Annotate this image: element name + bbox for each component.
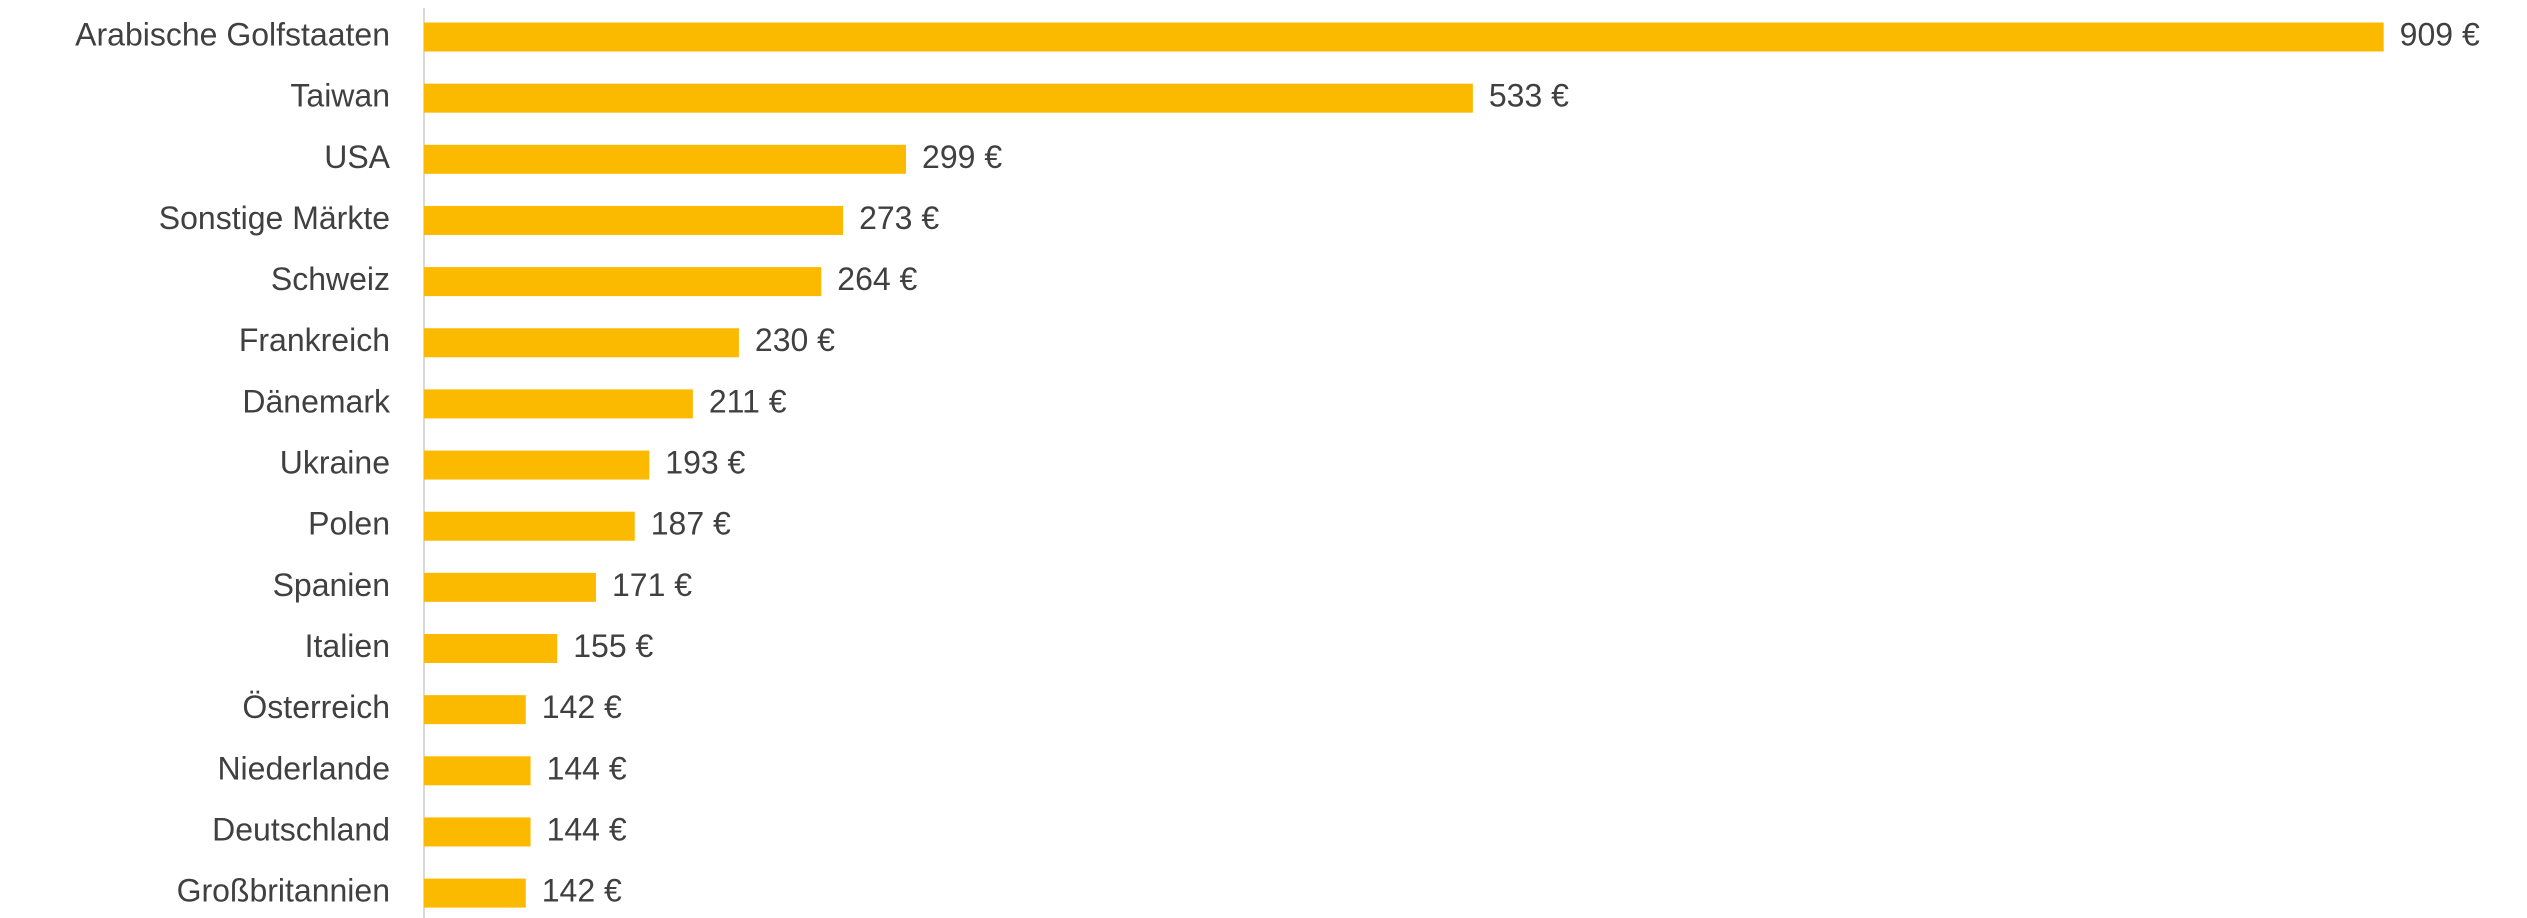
- value-label: 211 €: [709, 383, 787, 419]
- category-label: Großbritannien: [177, 873, 390, 909]
- category-label: Taiwan: [290, 78, 390, 114]
- category-label: Italien: [305, 628, 390, 664]
- bar: [424, 389, 693, 419]
- value-label: 144 €: [547, 811, 627, 847]
- bar: [424, 511, 635, 541]
- bar: [424, 328, 739, 358]
- bar: [424, 572, 596, 602]
- value-label: 155 €: [573, 628, 653, 664]
- bar: [424, 22, 2384, 52]
- bar: [424, 634, 558, 663]
- value-label: 299 €: [922, 139, 1002, 175]
- bar: [424, 878, 526, 908]
- category-label: Schweiz: [271, 261, 390, 297]
- category-label: Sonstige Märkte: [159, 200, 390, 236]
- category-label: Spanien: [273, 567, 390, 603]
- bar: [424, 83, 1473, 113]
- value-label: 193 €: [665, 445, 745, 481]
- category-label: Arabische Golfstaaten: [75, 16, 390, 52]
- category-label: Niederlande: [217, 750, 390, 786]
- category-label: Ukraine: [280, 445, 390, 481]
- value-label: 264 €: [837, 261, 917, 297]
- value-label: 533 €: [1489, 78, 1569, 114]
- value-label: 144 €: [547, 750, 627, 786]
- bar: [424, 144, 907, 174]
- category-label: Polen: [308, 506, 390, 542]
- bar: [424, 205, 844, 235]
- value-label: 142 €: [542, 689, 622, 725]
- category-label: Dänemark: [242, 383, 391, 419]
- value-label: 909 €: [2400, 16, 2480, 52]
- category-label: USA: [324, 139, 390, 175]
- bar: [424, 817, 531, 847]
- bar: [424, 756, 531, 786]
- category-label: Deutschland: [212, 811, 390, 847]
- bar: [424, 695, 526, 725]
- value-label: 187 €: [651, 506, 731, 542]
- value-label: 142 €: [542, 873, 622, 909]
- value-label: 230 €: [755, 322, 835, 358]
- category-label: Frankreich: [239, 322, 390, 358]
- bar: [424, 267, 822, 297]
- bar: [424, 450, 650, 480]
- category-label: Österreich: [242, 689, 390, 725]
- value-label: 273 €: [859, 200, 939, 236]
- value-label: 171 €: [612, 567, 692, 603]
